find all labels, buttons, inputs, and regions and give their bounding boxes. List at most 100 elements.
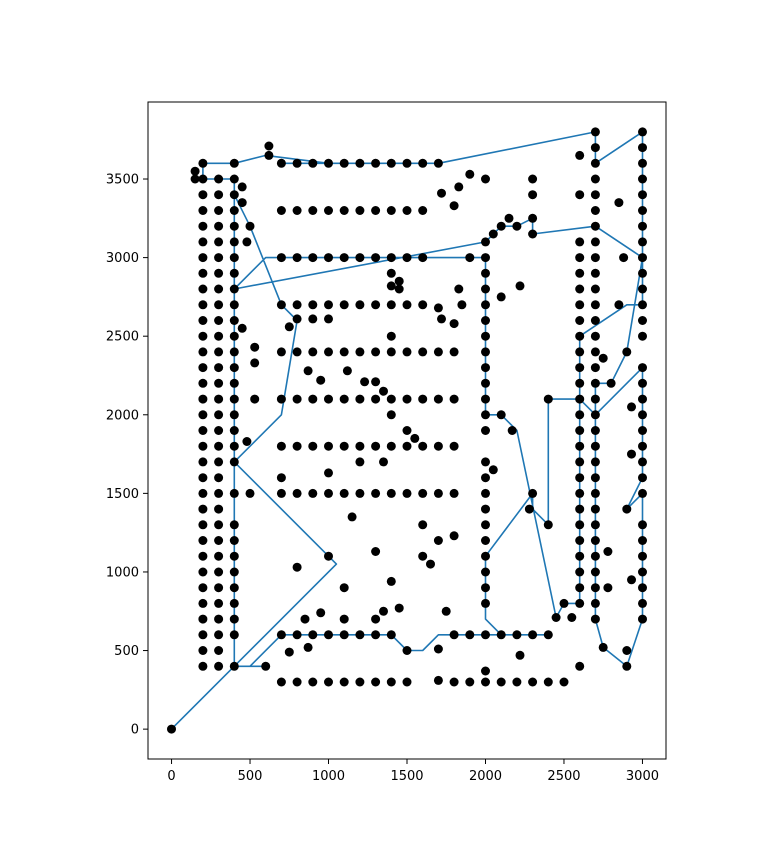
- data-point: [402, 426, 412, 435]
- data-point: [543, 677, 553, 687]
- data-point: [214, 426, 224, 435]
- data-point: [292, 347, 302, 357]
- plot-area: [167, 127, 647, 734]
- data-point: [590, 284, 600, 294]
- data-point: [303, 642, 313, 652]
- data-point: [433, 644, 443, 654]
- x-tick-label: 2000: [469, 769, 502, 784]
- data-point: [638, 536, 647, 545]
- data-point: [214, 457, 224, 467]
- data-point: [237, 182, 247, 192]
- data-point: [371, 253, 381, 263]
- data-point: [276, 300, 286, 310]
- data-point: [324, 314, 333, 324]
- data-point: [496, 221, 506, 231]
- data-point: [339, 300, 349, 310]
- data-point: [437, 188, 446, 198]
- data-point: [559, 677, 569, 687]
- data-point: [250, 394, 260, 404]
- y-tick-label: 0: [131, 723, 139, 738]
- data-point: [590, 363, 600, 373]
- data-point: [394, 284, 404, 294]
- data-point: [214, 190, 224, 200]
- data-point: [418, 488, 428, 498]
- data-point: [276, 206, 286, 215]
- data-point: [614, 300, 624, 310]
- data-point: [590, 378, 600, 388]
- data-point: [308, 677, 318, 687]
- data-point: [590, 457, 600, 467]
- data-point: [360, 377, 370, 387]
- data-point: [638, 583, 647, 593]
- data-point: [229, 331, 239, 341]
- data-point: [481, 174, 490, 184]
- data-point: [402, 488, 412, 498]
- data-point: [386, 630, 396, 640]
- data-point: [386, 488, 396, 498]
- data-point: [638, 190, 647, 200]
- data-point: [284, 322, 294, 332]
- data-point: [638, 316, 647, 325]
- data-point: [355, 488, 365, 498]
- data-point: [590, 143, 600, 153]
- data-point: [229, 253, 239, 263]
- data-point: [590, 221, 600, 231]
- data-point: [371, 158, 381, 168]
- data-point: [308, 158, 318, 168]
- data-point: [308, 441, 318, 451]
- data-point: [214, 614, 224, 624]
- data-point: [638, 488, 647, 498]
- data-point: [229, 630, 239, 640]
- data-point: [198, 190, 208, 200]
- data-point: [214, 583, 224, 593]
- data-point: [575, 441, 585, 451]
- data-point: [198, 378, 208, 388]
- data-point: [339, 394, 349, 404]
- data-point: [590, 158, 600, 168]
- data-point: [229, 206, 239, 215]
- data-point: [308, 630, 318, 640]
- data-point: [638, 426, 647, 435]
- data-point: [418, 347, 428, 357]
- data-point: [481, 630, 490, 640]
- data-point: [481, 237, 490, 247]
- data-point: [418, 158, 428, 168]
- data-point: [292, 206, 302, 215]
- data-point: [264, 150, 274, 160]
- data-point: [402, 646, 412, 655]
- data-point: [481, 268, 490, 278]
- data-point: [214, 300, 224, 310]
- data-point: [371, 614, 381, 624]
- data-point: [379, 457, 388, 467]
- data-point: [229, 300, 239, 310]
- data-point: [386, 206, 396, 215]
- data-point: [308, 394, 318, 404]
- data-point: [300, 614, 310, 624]
- data-point: [590, 536, 600, 545]
- data-point: [590, 410, 600, 420]
- data-point: [449, 319, 459, 329]
- data-point: [575, 378, 585, 388]
- data-point: [575, 347, 585, 357]
- data-point: [402, 206, 412, 215]
- data-point: [229, 174, 239, 184]
- data-point: [481, 677, 490, 687]
- data-point: [198, 488, 208, 498]
- data-point: [638, 300, 647, 310]
- data-point: [214, 646, 224, 655]
- data-point: [543, 394, 553, 404]
- data-point: [481, 347, 490, 357]
- data-point: [528, 213, 538, 223]
- data-point: [575, 488, 585, 498]
- data-point: [590, 268, 600, 278]
- data-point: [515, 650, 525, 660]
- data-point: [512, 677, 522, 687]
- data-point: [324, 630, 333, 640]
- data-point: [590, 583, 600, 593]
- data-point: [229, 363, 239, 373]
- data-point: [371, 630, 381, 640]
- data-point: [386, 410, 396, 420]
- data-point: [590, 316, 600, 325]
- data-point: [575, 268, 585, 278]
- y-tick-label: 3500: [106, 173, 139, 188]
